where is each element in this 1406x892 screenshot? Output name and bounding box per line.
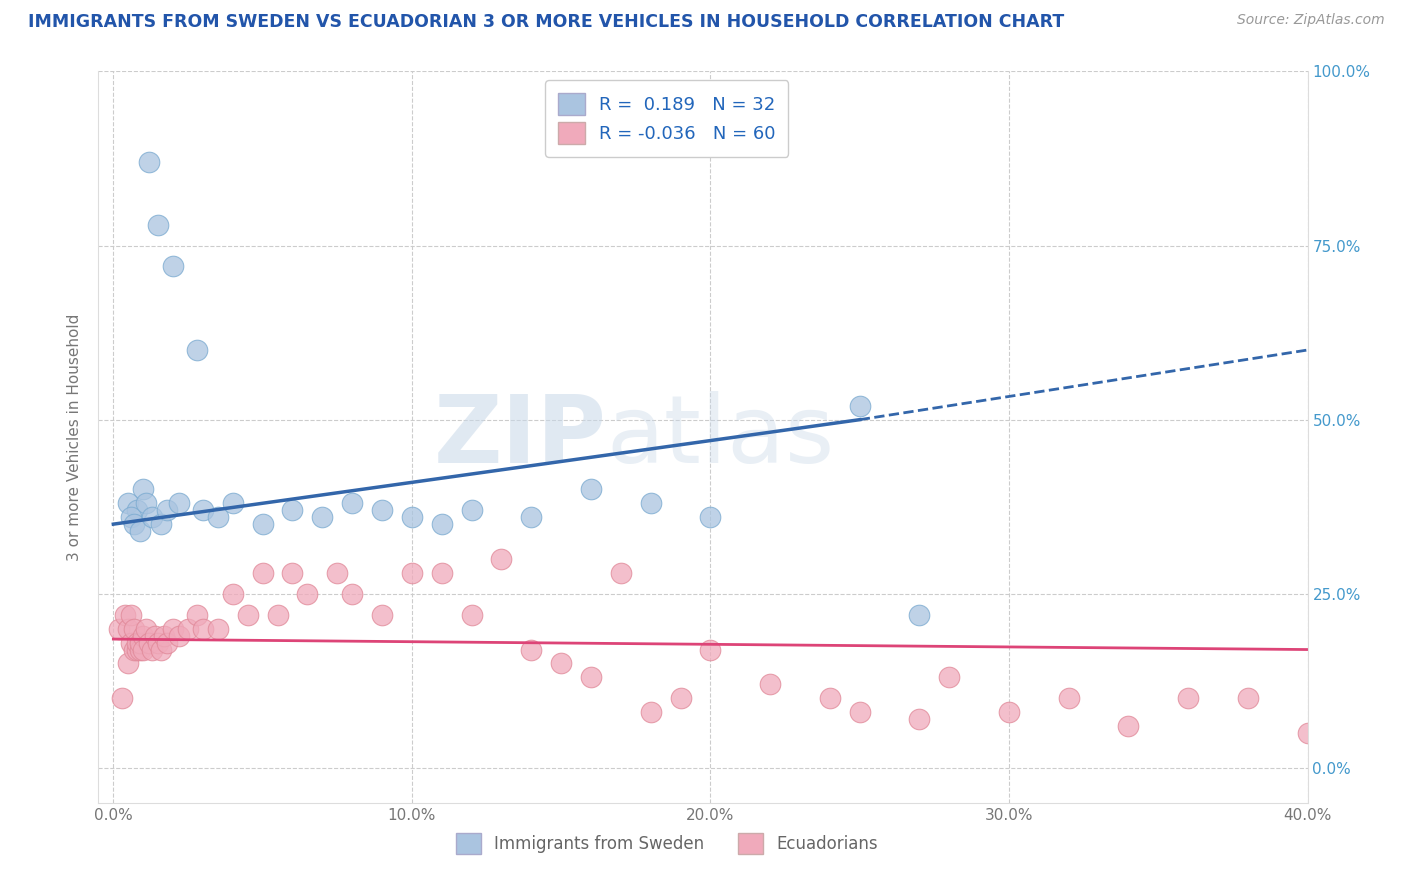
Point <box>699 510 721 524</box>
Point <box>167 496 190 510</box>
Point <box>998 705 1021 719</box>
Point <box>759 677 782 691</box>
Point <box>669 691 692 706</box>
Point <box>371 503 394 517</box>
Text: atlas: atlas <box>606 391 835 483</box>
Point <box>430 517 453 532</box>
Point <box>138 155 160 169</box>
Point <box>236 607 259 622</box>
Point <box>610 566 633 580</box>
Point <box>146 218 169 232</box>
Point <box>150 517 173 532</box>
Point <box>579 670 602 684</box>
Point <box>699 642 721 657</box>
Point <box>141 510 163 524</box>
Point <box>371 607 394 622</box>
Point <box>135 496 157 510</box>
Point <box>938 670 960 684</box>
Point <box>460 503 482 517</box>
Point <box>908 712 931 726</box>
Point <box>222 496 245 510</box>
Text: Source: ZipAtlas.com: Source: ZipAtlas.com <box>1237 13 1385 28</box>
Point <box>120 510 142 524</box>
Point <box>156 503 179 517</box>
Point <box>491 552 513 566</box>
Point <box>162 260 184 274</box>
Point <box>818 691 841 706</box>
Point <box>401 566 423 580</box>
Point <box>1057 691 1080 706</box>
Point <box>297 587 319 601</box>
Point <box>222 587 245 601</box>
Point <box>127 642 149 657</box>
Point <box>132 629 155 643</box>
Point <box>167 629 190 643</box>
Text: ZIP: ZIP <box>433 391 606 483</box>
Point <box>311 510 333 524</box>
Point <box>129 524 152 538</box>
Point <box>129 635 152 649</box>
Point <box>326 566 349 580</box>
Point <box>138 635 160 649</box>
Point <box>281 503 304 517</box>
Point <box>579 483 602 497</box>
Point <box>117 622 139 636</box>
Point <box>207 622 229 636</box>
Point <box>111 691 134 706</box>
Point <box>132 483 155 497</box>
Point <box>266 607 288 622</box>
Point <box>191 622 214 636</box>
Point <box>132 642 155 657</box>
Point <box>156 635 179 649</box>
Point <box>135 622 157 636</box>
Point <box>122 622 145 636</box>
Point <box>207 510 229 524</box>
Point <box>1177 691 1199 706</box>
Point <box>143 629 166 643</box>
Point <box>114 607 136 622</box>
Point <box>122 517 145 532</box>
Point <box>252 566 274 580</box>
Point <box>640 496 662 510</box>
Point <box>127 635 149 649</box>
Point <box>186 607 208 622</box>
Point <box>908 607 931 622</box>
Point <box>550 657 572 671</box>
Point <box>281 566 304 580</box>
Point <box>108 622 131 636</box>
Point <box>460 607 482 622</box>
Point <box>848 399 870 413</box>
Point <box>640 705 662 719</box>
Point <box>848 705 870 719</box>
Point <box>129 642 152 657</box>
Point <box>146 635 169 649</box>
Point <box>150 642 173 657</box>
Point <box>520 510 543 524</box>
Point <box>120 607 142 622</box>
Point <box>122 642 145 657</box>
Point <box>340 587 363 601</box>
Point <box>186 343 208 357</box>
Point <box>120 635 142 649</box>
Point <box>127 503 149 517</box>
Point <box>177 622 200 636</box>
Point <box>401 510 423 524</box>
Point <box>430 566 453 580</box>
Point <box>117 496 139 510</box>
Text: IMMIGRANTS FROM SWEDEN VS ECUADORIAN 3 OR MORE VEHICLES IN HOUSEHOLD CORRELATION: IMMIGRANTS FROM SWEDEN VS ECUADORIAN 3 O… <box>28 13 1064 31</box>
Point <box>520 642 543 657</box>
Point <box>1237 691 1260 706</box>
Point <box>340 496 363 510</box>
Point <box>1296 726 1319 740</box>
Point <box>162 622 184 636</box>
Point <box>141 642 163 657</box>
Point <box>153 629 176 643</box>
Point <box>117 657 139 671</box>
Point <box>252 517 274 532</box>
Legend: Immigrants from Sweden, Ecuadorians: Immigrants from Sweden, Ecuadorians <box>449 827 884 860</box>
Point <box>1118 719 1140 733</box>
Point <box>191 503 214 517</box>
Y-axis label: 3 or more Vehicles in Household: 3 or more Vehicles in Household <box>67 313 83 561</box>
